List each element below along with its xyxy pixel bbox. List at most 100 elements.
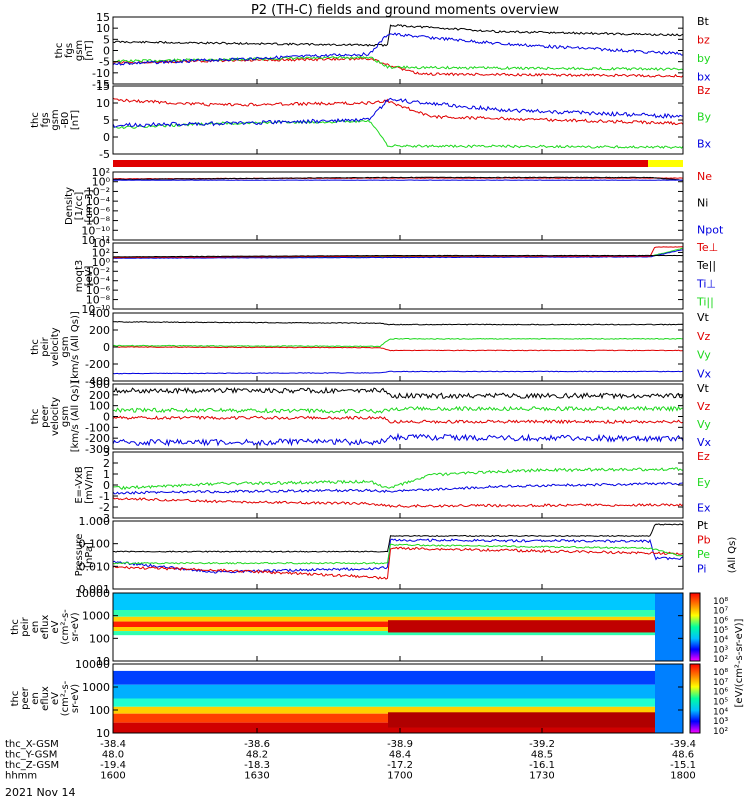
y-axis-label: [nT] — [70, 110, 81, 130]
legend-entry: Ey — [697, 476, 711, 489]
y-tick-label: 15 — [96, 11, 110, 24]
colorbar-tick-label: 10⁴ — [713, 636, 728, 646]
legend-entry: Vz — [697, 330, 711, 343]
y-axis-label: thc — [30, 339, 41, 355]
y-tick-label: -300 — [85, 443, 110, 456]
colorbar-tick-label: 10⁸ — [713, 668, 728, 678]
y-axis-label: eflux — [40, 615, 51, 640]
y-tick-label: -2 — [99, 501, 110, 514]
legend-entry: Ne — [697, 170, 712, 183]
y-tick-label: -100 — [85, 421, 110, 434]
panel-frame — [112, 242, 684, 310]
y-axis-label: sr-eV) — [70, 684, 81, 713]
y-tick-label: 100 — [89, 704, 110, 717]
series-line — [112, 543, 684, 565]
series-line — [112, 97, 684, 126]
series-line — [112, 370, 684, 375]
legend-entry: Ni — [697, 197, 708, 210]
y-tick-label: 1.000 — [79, 515, 111, 528]
series-line — [112, 386, 684, 400]
legend-entry: Vx — [697, 436, 712, 449]
y-tick-label: 10⁻¹² — [81, 234, 110, 247]
spectrogram-band — [113, 684, 655, 699]
y-axis-label: fgs — [40, 112, 51, 127]
y-tick-label: 10⁻² — [86, 265, 110, 278]
legend-entry: Ex — [697, 502, 711, 515]
y-tick-label: 3 — [103, 446, 110, 459]
quality-flag-bar — [113, 160, 648, 167]
legend-entry: bx — [697, 71, 711, 84]
y-tick-label: -400 — [85, 375, 110, 388]
spectrogram-peir-spec — [113, 593, 683, 661]
x-tick-label: 48.2 — [246, 750, 268, 761]
y-tick-label: 10⁻² — [86, 185, 110, 198]
y-axis-label: thc — [10, 691, 21, 707]
x-tick-label: 1730 — [529, 771, 554, 782]
x-tick-label: 48.6 — [672, 750, 694, 761]
series-line — [112, 496, 684, 508]
y-tick-label: 10⁴ — [92, 237, 111, 250]
y-axis-label: gsm — [60, 406, 71, 427]
y-tick-label: 10⁻⁶ — [86, 284, 111, 297]
y-tick-label: 0.100 — [79, 538, 111, 551]
series-line — [112, 546, 684, 580]
series-line — [112, 405, 684, 414]
y-axis-label: velocity — [50, 327, 61, 366]
legend-entry: Te|| — [696, 259, 716, 272]
y-tick-label: 100 — [89, 400, 110, 413]
y-tick-label: 0 — [103, 131, 110, 144]
colorbar-tick-label: 10⁸ — [713, 597, 728, 607]
legend-entry: Ti|| — [696, 296, 714, 309]
y-tick-label: 10 — [96, 22, 110, 35]
series-line — [113, 249, 684, 259]
panel-frame — [112, 171, 684, 241]
y-axis-label: thc — [10, 619, 21, 635]
panel-frame — [112, 592, 684, 662]
x-tick-label: -39.2 — [529, 739, 555, 750]
legend-entry: Vt — [697, 382, 710, 395]
y-axis-label: [nT] — [84, 40, 95, 60]
x-tick-label: -18.3 — [244, 760, 270, 771]
colorbar-tick-label: 10² — [713, 727, 728, 737]
plot-title: P2 (TH-C) fields and ground moments over… — [251, 3, 559, 18]
x-tick-label: 48.5 — [531, 750, 553, 761]
panel-peir-spec: 10000 1000 100 10 thc peir en eflux eV (cm²-s-sr-… — [10, 587, 684, 668]
legend-entry: Npot — [697, 223, 724, 236]
series-line — [112, 320, 684, 326]
y-axis-label: [cm-3] — [84, 189, 95, 222]
y-tick-label: 5 — [103, 33, 110, 46]
series-line — [113, 523, 683, 553]
series-line — [112, 57, 684, 78]
y-tick-label: 1000 — [82, 610, 110, 623]
colorbar-tick-label: 10⁷ — [713, 607, 728, 617]
colorbar-tick-label: 10³ — [713, 717, 728, 727]
series-line — [112, 32, 684, 66]
legend-entry: Pe — [697, 548, 710, 561]
x-tick-label: -38.4 — [100, 739, 126, 750]
y-axis-label: peir — [20, 616, 31, 636]
legend-entry: bz — [697, 34, 710, 47]
x-tick-label: 1600 — [100, 771, 125, 782]
y-tick-label: 10⁻¹⁰ — [81, 224, 110, 237]
y-tick-label: 1 — [103, 468, 110, 481]
y-tick-label: 10⁻⁸ — [86, 215, 111, 228]
panel-peir-vel: 400 200 0 -200 -400 thc peir velocity gsm [km/s (… — [30, 307, 712, 388]
y-tick-label: 200 — [89, 324, 110, 337]
spectrogram-peer-spec — [113, 664, 683, 733]
y-tick-label: 0 — [103, 479, 110, 492]
y-axis-label: eV — [50, 692, 61, 705]
spectrogram-band — [113, 610, 655, 617]
spectrogram-band — [113, 621, 655, 627]
spectrogram-band — [655, 593, 683, 661]
y-axis-label: [1/cc] — [74, 192, 85, 221]
y-axis-label: moqt3 — [74, 260, 85, 293]
series-line — [113, 246, 683, 259]
panel-frame — [112, 663, 684, 734]
spectrogram-band — [113, 706, 655, 714]
legend-entry: Pi — [697, 563, 706, 576]
legend-entry: Bz — [697, 84, 711, 97]
